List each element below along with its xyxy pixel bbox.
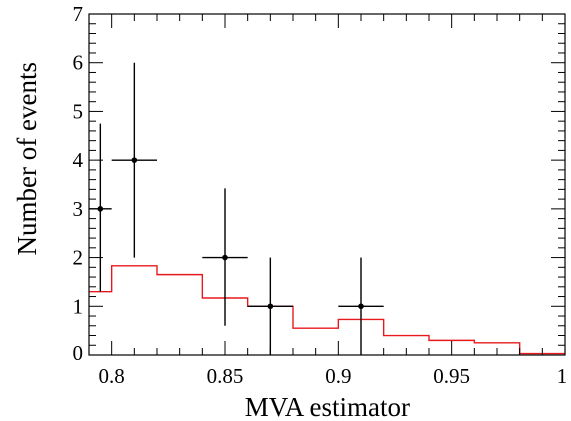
data-marker — [267, 303, 274, 310]
data-marker — [131, 157, 138, 163]
data-point-5 — [338, 257, 384, 355]
plot-frame — [88, 13, 566, 356]
background-step-line — [89, 265, 565, 355]
y-tick-label: 7 — [73, 2, 84, 26]
y-tick-label: 5 — [73, 99, 84, 123]
x-tick-label: 1 — [557, 364, 568, 388]
y-tick-label: 4 — [73, 148, 84, 172]
data-point-4 — [247, 257, 293, 355]
data-point-3 — [202, 188, 248, 326]
y-tick-label: 0 — [73, 341, 84, 365]
x-tick-label: 0.95 — [433, 364, 470, 388]
x-tick-label: 0.8 — [99, 364, 125, 388]
y-tick-label: 3 — [73, 197, 84, 221]
y-tick-label: 6 — [73, 51, 84, 75]
x-tick-label: 0.9 — [325, 364, 351, 388]
x-tick-label: 0.85 — [207, 364, 244, 388]
data-marker — [222, 254, 228, 261]
plot-layer — [89, 62, 565, 355]
y-tick-label: 2 — [73, 246, 84, 270]
x-axis-title: MVA estimator — [245, 392, 410, 421]
y-axis-title: Number of events — [12, 62, 42, 255]
y-tick-label: 1 — [73, 294, 84, 318]
data-marker — [358, 303, 364, 310]
tick-labels-layer: 0.8 0.85 0.9 0.95 1 0 1 2 3 4 5 6 7 — [73, 2, 568, 388]
data-point-2 — [111, 62, 157, 258]
ticks-layer — [88, 13, 566, 356]
